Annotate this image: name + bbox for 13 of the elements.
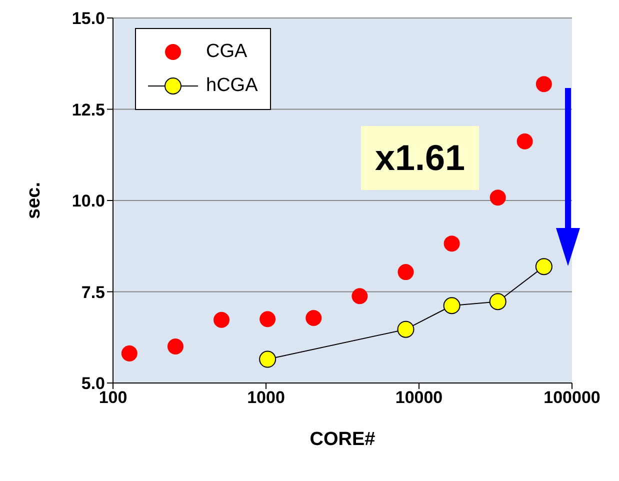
y-tick-label: 15.0 <box>72 9 105 28</box>
x-tick-label: 10000 <box>395 388 443 408</box>
y-axis-title: sec. <box>24 182 45 219</box>
y-tick-label: 12.5 <box>72 100 105 120</box>
legend-label: hCGA <box>206 75 258 97</box>
x-tick-label: 1000 <box>247 388 285 408</box>
annotation: x1.61 <box>361 126 479 190</box>
x-axis-title: CORE# <box>310 429 376 450</box>
y-tick-label: 10.0 <box>72 192 105 211</box>
x-tick-label: 100000 <box>544 388 600 408</box>
y-tick-label: 7.5 <box>81 282 105 302</box>
legend-label: CGA <box>206 41 248 63</box>
x-tick-label: 100 <box>98 388 128 408</box>
